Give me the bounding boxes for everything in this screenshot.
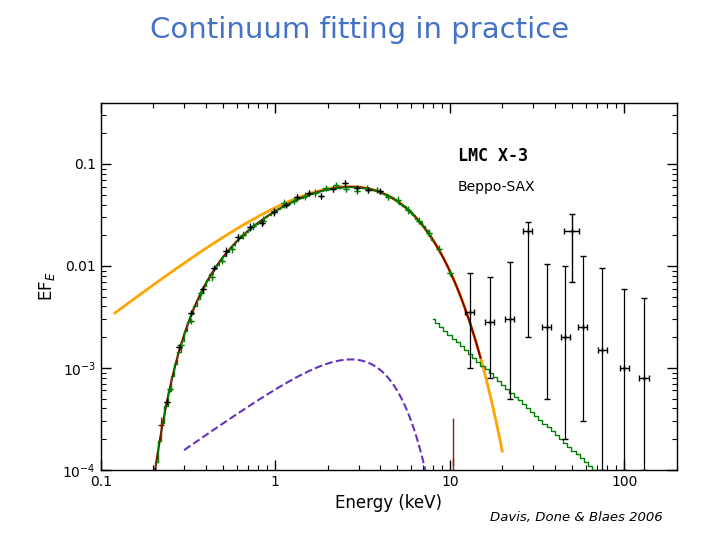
Y-axis label: EF$_E$: EF$_E$ (37, 272, 57, 301)
Text: Davis, Done & Blaes 2006: Davis, Done & Blaes 2006 (490, 511, 662, 524)
Text: Continuum fitting in practice: Continuum fitting in practice (150, 16, 570, 44)
X-axis label: Energy (keV): Energy (keV) (336, 494, 442, 512)
Text: LMC X-3: LMC X-3 (458, 147, 528, 165)
Text: Beppo-SAX: Beppo-SAX (458, 180, 536, 194)
